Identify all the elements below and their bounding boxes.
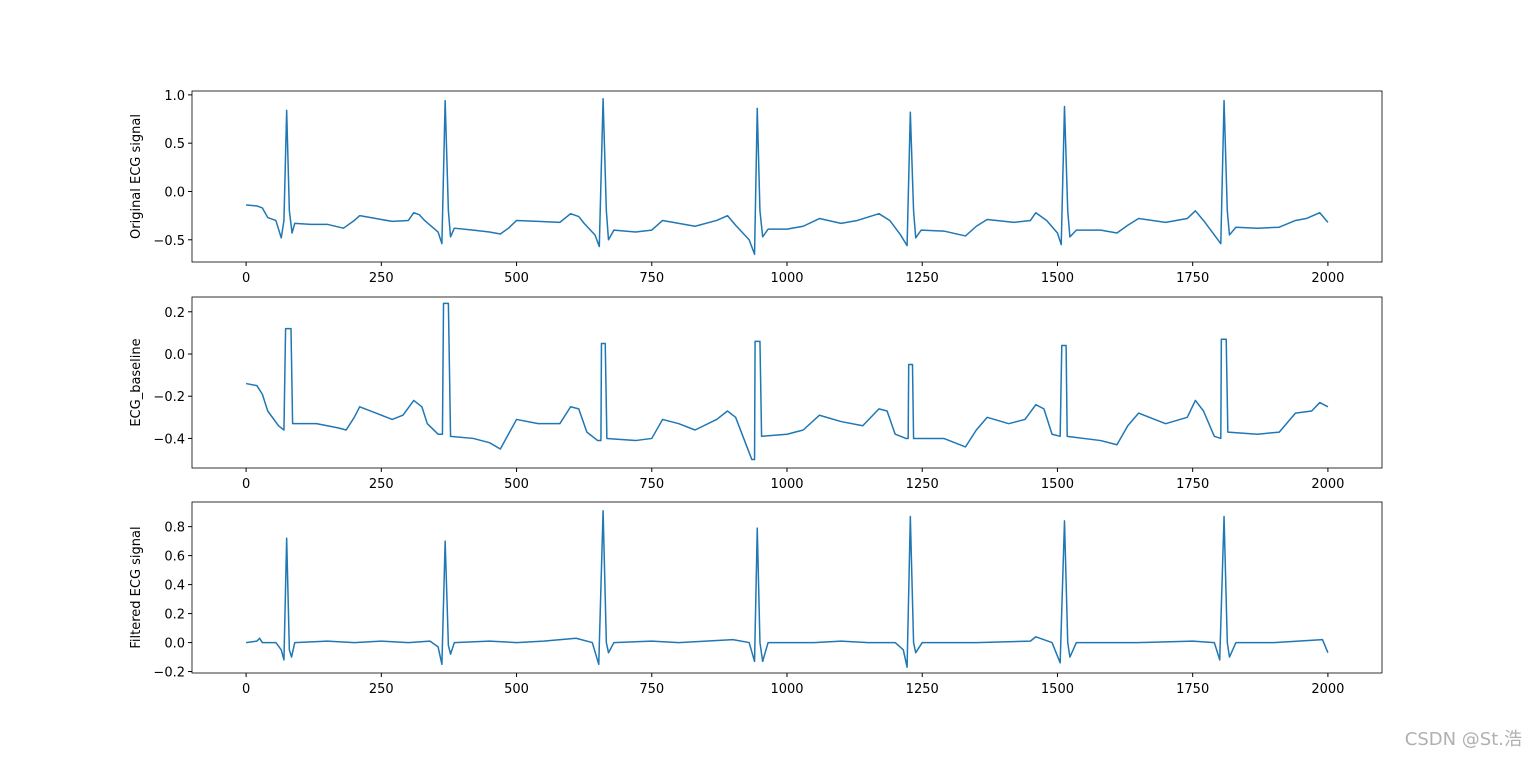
x-tick-label: 750: [639, 477, 664, 492]
y-tick-label: −0.2: [153, 390, 185, 405]
x-tick-label: 1750: [1176, 271, 1209, 286]
x-tick-label: 2000: [1311, 682, 1344, 697]
y-tick-label: 0.4: [164, 579, 185, 594]
x-tick-label: 500: [504, 682, 529, 697]
x-tick-label: 1250: [906, 477, 939, 492]
axes-frame: [191, 501, 1383, 674]
y-tick-label: 0.8: [164, 521, 185, 536]
x-tick-label: 1250: [906, 682, 939, 697]
x-tick-label: 2000: [1311, 477, 1344, 492]
x-tick-label: 500: [504, 477, 529, 492]
x-tick-label: 1000: [770, 682, 803, 697]
y-tick-label: 0.2: [164, 306, 185, 321]
y-tick-label: 0.5: [164, 137, 185, 152]
x-tick-label: 1750: [1176, 682, 1209, 697]
y-tick-label: 0.6: [164, 550, 185, 565]
y-tick-label: −0.5: [153, 234, 185, 249]
signal-line: [245, 509, 1329, 668]
y-tick-label: −0.4: [153, 432, 185, 447]
y-axis-label: Original ECG signal: [129, 114, 144, 239]
x-tick-label: 1750: [1176, 477, 1209, 492]
watermark: CSDN @St.浩: [1405, 729, 1522, 750]
x-tick-label: 2000: [1311, 271, 1344, 286]
y-tick-label: 0.0: [164, 348, 185, 363]
x-tick-label: 1500: [1041, 477, 1074, 492]
x-tick-label: 1000: [770, 477, 803, 492]
x-tick-label: 1250: [906, 271, 939, 286]
y-tick-label: 0.0: [164, 637, 185, 652]
y-tick-label: 0.2: [164, 608, 185, 623]
y-axis-label: ECG_baseline: [129, 338, 144, 426]
x-tick-label: 250: [369, 271, 394, 286]
axes-frame: [191, 90, 1383, 263]
y-axis-label: Filtered ECG signal: [129, 526, 144, 648]
x-tick-label: 1500: [1041, 271, 1074, 286]
x-tick-label: 500: [504, 271, 529, 286]
x-tick-label: 750: [639, 682, 664, 697]
x-tick-label: 1000: [770, 271, 803, 286]
x-tick-label: 750: [639, 271, 664, 286]
y-tick-label: 1.0: [164, 89, 185, 104]
x-tick-label: 250: [369, 477, 394, 492]
x-tick-label: 0: [242, 271, 250, 286]
signal-line: [246, 97, 1329, 256]
x-tick-label: 0: [242, 682, 250, 697]
signal-line: [245, 302, 1329, 461]
y-tick-label: −0.2: [153, 666, 185, 681]
y-tick-label: 0.0: [164, 185, 185, 200]
x-tick-label: 250: [369, 682, 394, 697]
axes-frame: [191, 296, 1383, 469]
x-tick-label: 0: [242, 477, 250, 492]
x-tick-label: 1500: [1041, 682, 1074, 697]
